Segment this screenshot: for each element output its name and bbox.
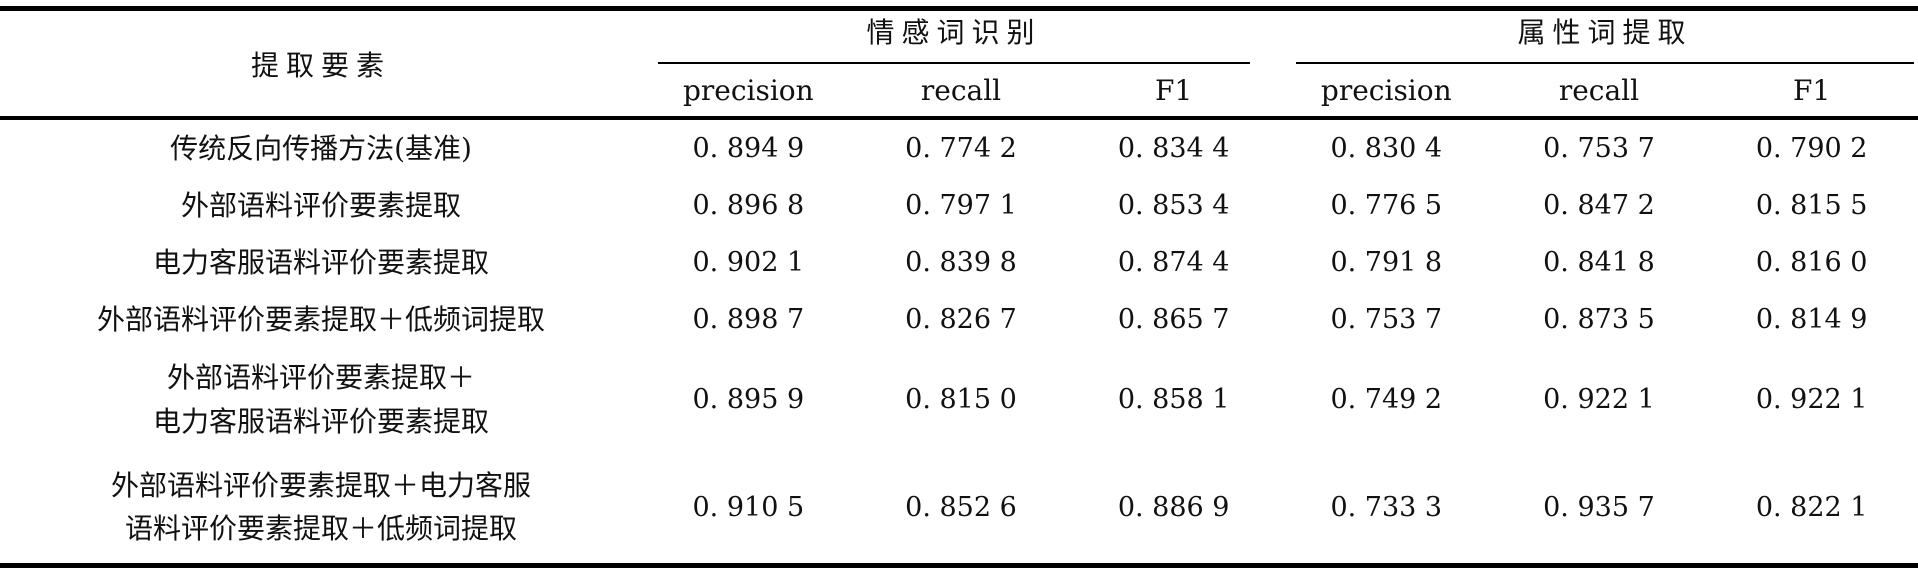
subheader-sentiment-recall: recall xyxy=(920,73,1002,107)
metric-value: 0. 895 9 xyxy=(692,384,805,415)
group-header-sentiment-word-recognition: 情感词识别 xyxy=(642,9,1280,64)
metric-value: 0. 910 5 xyxy=(692,491,805,523)
metric-value: 0. 922 1 xyxy=(1755,384,1868,415)
metric-value: 0. 816 0 xyxy=(1755,247,1868,278)
metric-value: 0. 776 5 xyxy=(1330,190,1443,221)
metric-value: 0. 839 8 xyxy=(905,247,1017,278)
group-header-sentiment-label: 情感词识别 xyxy=(658,11,1250,64)
metric-value: 0. 826 7 xyxy=(905,304,1017,335)
table-row: 外部语料评价要素提取＋低频词提取 0. 898 7 0. 826 7 0. 86… xyxy=(0,291,1918,348)
row-label: 传统反向传播方法(基准) xyxy=(170,131,472,165)
metric-value: 0. 858 1 xyxy=(1117,384,1230,415)
table-row: 外部语料评价要素提取＋ 电力客服语料评价要素提取 0. 895 9 0. 815… xyxy=(0,348,1918,451)
metric-value: 0. 791 8 xyxy=(1330,247,1443,278)
metric-value: 0. 841 8 xyxy=(1543,247,1655,278)
table-header: 提取要素 情感词识别 属性词提取 precision recall F1 pre… xyxy=(0,9,1918,118)
row-label: 外部语料评价要素提取＋低频词提取 xyxy=(96,302,545,336)
metric-value: 0. 886 9 xyxy=(1117,491,1230,523)
table-row: 外部语料评价要素提取＋电力客服 语料评价要素提取＋低频词提取 0. 910 5 … xyxy=(0,451,1918,566)
subheader-attribute-recall: recall xyxy=(1558,73,1640,107)
group-header-attribute-label: 属性词提取 xyxy=(1295,11,1914,64)
metric-value: 0. 790 2 xyxy=(1755,133,1868,164)
row-label: 外部语料评价要素提取＋电力客服 语料评价要素提取＋低频词提取 xyxy=(110,468,531,545)
metric-value: 0. 822 1 xyxy=(1755,491,1868,523)
metric-value: 0. 834 4 xyxy=(1117,133,1230,164)
table-row: 传统反向传播方法(基准) 0. 894 9 0. 774 2 0. 834 4 … xyxy=(0,118,1918,177)
subheader-attribute-precision: precision xyxy=(1320,73,1452,107)
metric-value: 0. 753 7 xyxy=(1330,304,1443,335)
metric-value: 0. 922 1 xyxy=(1543,384,1655,415)
metric-value: 0. 874 4 xyxy=(1117,247,1230,278)
group-header-attribute-word-extraction: 属性词提取 xyxy=(1280,9,1918,64)
table-row: 电力客服语料评价要素提取 0. 902 1 0. 839 8 0. 874 4 … xyxy=(0,234,1918,291)
row-label: 外部语料评价要素提取＋ 电力客服语料评价要素提取 xyxy=(152,361,489,438)
subheader-sentiment-f1: F1 xyxy=(1155,73,1193,107)
subheader-sentiment-precision: precision xyxy=(682,73,814,107)
metric-value: 0. 815 5 xyxy=(1755,190,1868,221)
metric-value: 0. 774 2 xyxy=(905,133,1017,164)
metric-value: 0. 896 8 xyxy=(692,190,805,221)
metric-value: 0. 853 4 xyxy=(1117,190,1230,221)
metric-value: 0. 830 4 xyxy=(1330,133,1443,164)
metric-value: 0. 814 9 xyxy=(1755,304,1868,335)
metric-value: 0. 749 2 xyxy=(1330,384,1443,415)
metric-value: 0. 797 1 xyxy=(905,190,1017,221)
metric-value: 0. 898 7 xyxy=(692,304,805,335)
metric-value: 0. 935 7 xyxy=(1543,491,1655,523)
metric-value: 0. 753 7 xyxy=(1543,133,1655,164)
subheader-attribute-f1: F1 xyxy=(1793,73,1831,107)
results-table: 提取要素 情感词识别 属性词提取 precision recall F1 pre… xyxy=(0,6,1918,568)
metric-value: 0. 852 6 xyxy=(905,491,1017,523)
metric-value: 0. 815 0 xyxy=(905,384,1017,415)
metric-value: 0. 733 3 xyxy=(1330,491,1443,523)
metric-value: 0. 847 2 xyxy=(1543,190,1655,221)
metric-value: 0. 873 5 xyxy=(1543,304,1655,335)
metric-value: 0. 902 1 xyxy=(692,247,805,278)
row-label: 外部语料评价要素提取 xyxy=(180,188,461,222)
table-row: 外部语料评价要素提取 0. 896 8 0. 797 1 0. 853 4 0.… xyxy=(0,177,1918,234)
row-label: 电力客服语料评价要素提取 xyxy=(152,245,489,279)
metric-value: 0. 894 9 xyxy=(692,133,805,164)
column-header-extraction-factors: 提取要素 xyxy=(250,48,391,82)
table-body: 传统反向传播方法(基准) 0. 894 9 0. 774 2 0. 834 4 … xyxy=(0,118,1918,566)
metric-value: 0. 865 7 xyxy=(1117,304,1230,335)
